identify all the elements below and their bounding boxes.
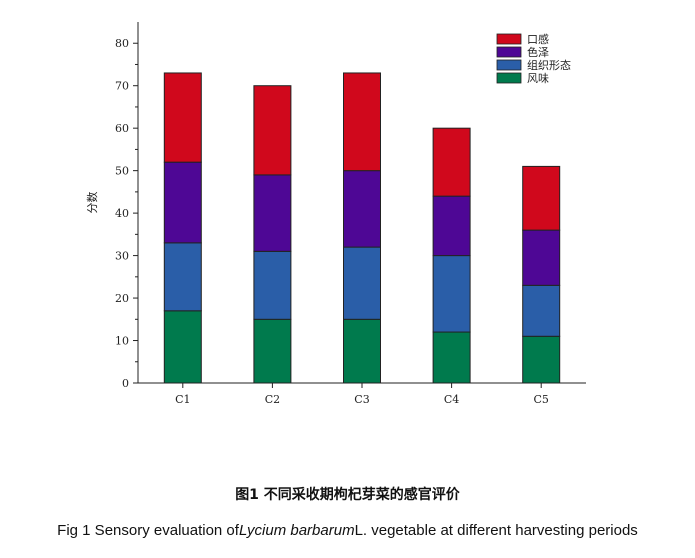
bar-c2-segment xyxy=(253,174,292,252)
legend-label: 色泽 xyxy=(527,45,549,59)
x-tick-label-c2: C2 xyxy=(265,393,280,406)
legend-label: 口感 xyxy=(527,33,549,46)
figure-caption-en: Fig 1 Sensory evaluation ofLycium barbar… xyxy=(0,522,695,539)
legend-swatch xyxy=(496,46,522,58)
bar-c1-segment xyxy=(163,72,202,163)
axes-layer: 0 10 20 30 40 50 60 70 80 C1 C2 C3 C4 C5 分数 xyxy=(86,22,586,406)
legend-swatch xyxy=(496,59,522,71)
bar-c1-segment xyxy=(163,161,202,244)
bar-c3-segment xyxy=(343,170,381,248)
y-tick-label: 0 xyxy=(122,377,129,390)
legend-swatch xyxy=(496,72,522,84)
bar-c1-segment xyxy=(163,310,202,384)
x-tick-label-c1: C1 xyxy=(175,393,190,406)
bar-layer xyxy=(163,72,561,384)
x-tick-label-c3: C3 xyxy=(354,393,369,406)
bar-c4-segment xyxy=(432,331,471,384)
bar-c5-segment xyxy=(522,335,561,384)
bar-c1-segment xyxy=(163,242,202,312)
bar-c4-segment xyxy=(432,195,471,257)
bar-c2-segment xyxy=(253,250,292,320)
bar-c4-segment xyxy=(432,127,471,197)
caption-en-suffix: L. vegetable at different harvesting per… xyxy=(354,522,638,539)
y-tick-label: 10 xyxy=(115,335,129,348)
bar-c4-segment xyxy=(432,255,471,333)
y-tick-label: 70 xyxy=(115,80,129,93)
y-tick-label: 50 xyxy=(115,165,129,178)
bar-c5-segment xyxy=(522,284,561,337)
bar-c3-segment xyxy=(343,72,381,172)
y-tick-label: 30 xyxy=(115,250,129,263)
legend-label: 风味 xyxy=(527,72,549,85)
bar-c2-segment xyxy=(253,318,292,384)
bar-c3-segment xyxy=(343,318,381,384)
bar-c3-segment xyxy=(343,246,381,320)
y-tick-label: 80 xyxy=(115,37,129,50)
y-tick-label: 40 xyxy=(115,207,129,220)
bar-c5-segment xyxy=(522,229,561,286)
bar-c5-segment xyxy=(522,165,561,231)
x-tick-label-c4: C4 xyxy=(444,393,459,406)
caption-en-italic: Lycium barbarum xyxy=(238,522,355,539)
legend-label: 组织形态 xyxy=(527,58,571,72)
figure-caption-cn: 图1 不同采收期枸杞芽菜的感官评价 xyxy=(235,487,460,503)
caption-en-prefix: Fig 1 Sensory evaluation of xyxy=(57,522,239,539)
legend-swatch xyxy=(496,33,522,45)
y-tick-label: 60 xyxy=(115,122,129,135)
y-tick-label: 20 xyxy=(115,292,129,305)
bar-c2-segment xyxy=(253,85,292,176)
x-tick-label-c5: C5 xyxy=(533,393,548,406)
y-axis-title: 分数 xyxy=(86,192,99,214)
